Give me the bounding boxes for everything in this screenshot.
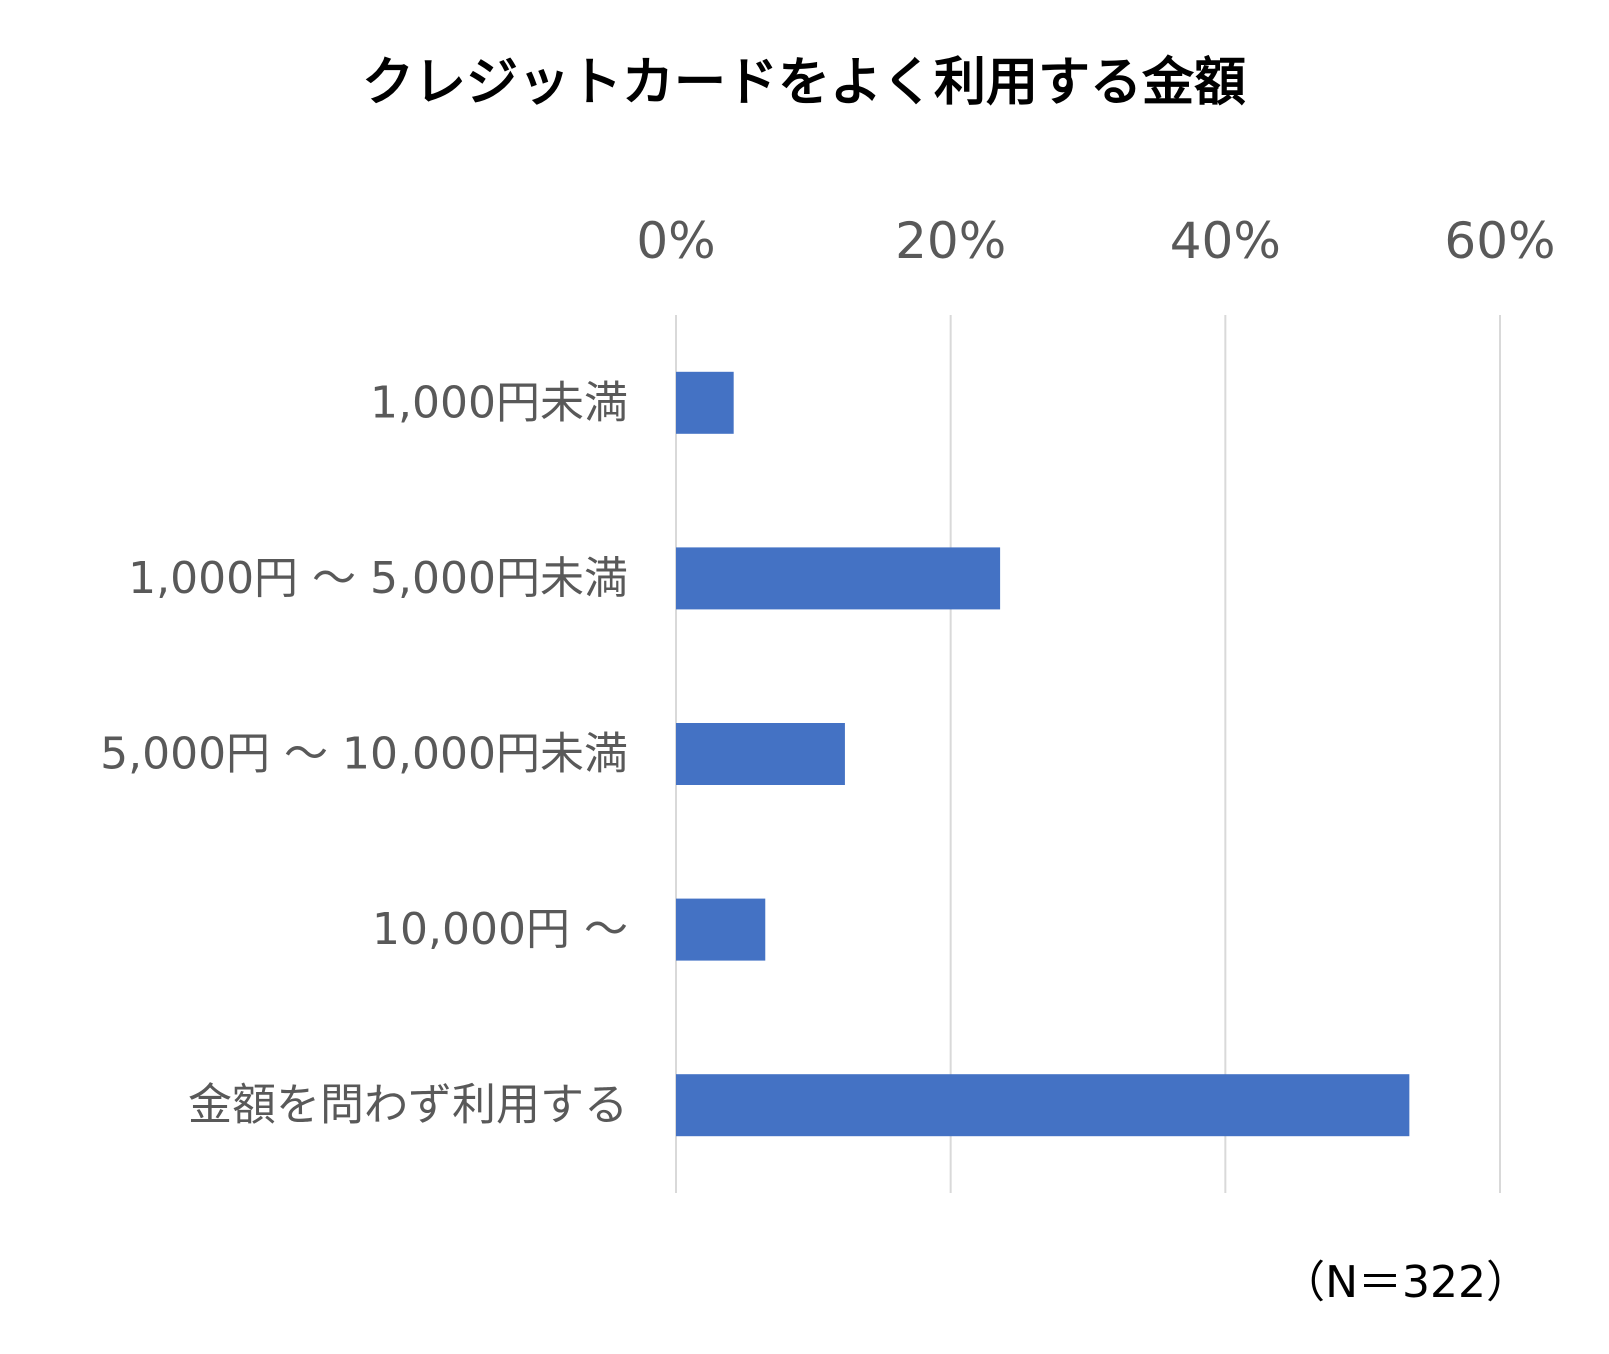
bars <box>676 371 1410 1137</box>
category-label: 5,000円 ～ 10,000円未満 <box>100 729 628 780</box>
bar <box>676 371 734 434</box>
x-tick-label: 20% <box>895 212 1006 270</box>
sample-size-annotation: （N＝322） <box>1281 1257 1530 1308</box>
bar <box>676 723 845 785</box>
category-labels: 1,000円未満 1,000円 ～ 5,000円未満 5,000円 ～ 10,000… <box>100 377 628 1130</box>
category-label: 10,000円 ～ <box>372 904 628 955</box>
x-tick-label: 0% <box>636 212 715 270</box>
category-label: 1,000円未満 <box>370 377 628 428</box>
bar <box>676 1074 1410 1137</box>
bar <box>676 898 766 961</box>
category-label: 1,000円 ～ 5,000円未満 <box>128 553 628 604</box>
x-tick-label: 40% <box>1170 212 1281 270</box>
chart-title: クレジットカードをよく利用する金額 <box>362 53 1246 113</box>
bar <box>676 547 1001 610</box>
category-label: 金額を問わず利用する <box>188 1080 628 1131</box>
x-tick-label: 60% <box>1444 212 1555 270</box>
x-axis-ticks: 0% 20% 40% 60% <box>636 212 1555 270</box>
